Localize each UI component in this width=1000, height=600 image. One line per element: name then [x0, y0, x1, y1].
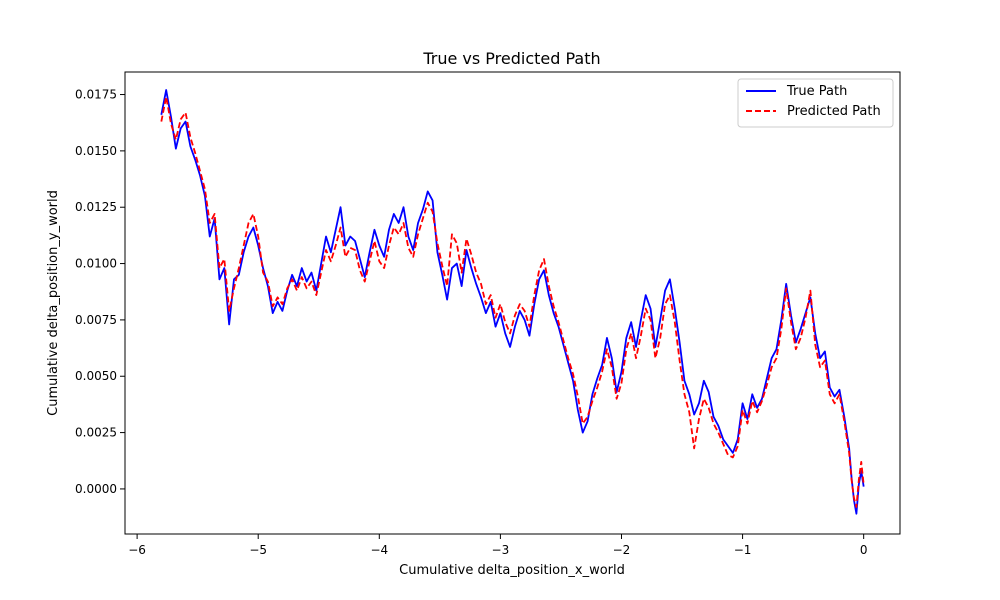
series-layer: [160, 89, 865, 515]
x-axis-title: Cumulative delta_position_x_world: [399, 563, 625, 578]
plot-area: [124, 71, 901, 535]
x-tick-label: −4: [370, 543, 388, 557]
x-tick-label: −6: [128, 543, 146, 557]
legend: True Path Predicted Path: [737, 78, 894, 128]
legend-box: [737, 78, 894, 128]
x-tick-label: −5: [249, 543, 267, 557]
chart-title: True vs Predicted Path: [422, 49, 600, 68]
y-tick-label: 0.0100: [75, 257, 117, 271]
x-tick-label: −1: [734, 543, 752, 557]
y-tick-label: 0.0025: [75, 426, 117, 440]
plot-frame: [124, 71, 901, 535]
legend-predicted-path-label: Predicted Path: [787, 104, 881, 119]
legend-true-path-label: True Path: [786, 84, 847, 99]
predicted-path-line: [160, 95, 865, 508]
y-axis-ticks: 0.0000 0.0025 0.0050 0.0075 0.0100 0.0125 0.01…: [75, 88, 125, 496]
y-tick-label: 0.0125: [75, 200, 117, 214]
x-axis-ticks: −6 −5 −4 −3 −2 −1 0: [128, 534, 867, 557]
x-tick-label: −3: [492, 543, 510, 557]
y-tick-label: 0.0000: [75, 482, 117, 496]
x-tick-label: −2: [613, 543, 631, 557]
y-axis-title: Cumulative delta_position_y_world: [46, 190, 61, 416]
y-tick-label: 0.0050: [75, 369, 117, 383]
y-tick-label: 0.0150: [75, 144, 117, 158]
true-path-line: [160, 89, 865, 515]
y-tick-label: 0.0175: [75, 88, 117, 102]
y-tick-label: 0.0075: [75, 313, 117, 327]
x-tick-label: 0: [860, 543, 868, 557]
